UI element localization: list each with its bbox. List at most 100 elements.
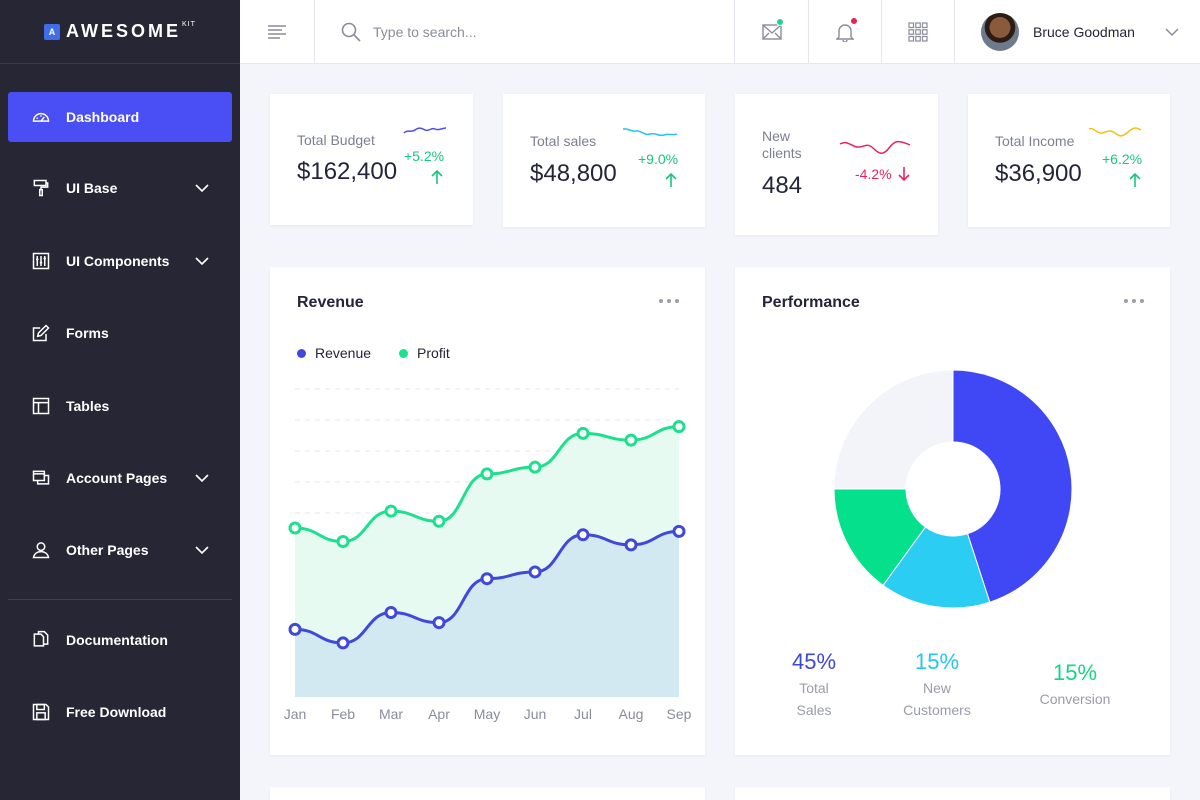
legend-item-profit[interactable]: Profit: [399, 345, 450, 361]
edit-form-icon: [30, 322, 52, 344]
stat-label: Total Budget: [297, 132, 375, 148]
sidebar-item-dashboard[interactable]: Dashboard: [8, 92, 232, 142]
search-bar: [314, 0, 734, 64]
user-menu[interactable]: Bruce Goodman: [954, 0, 1200, 64]
stat-change: -4.2%: [855, 166, 892, 182]
stat-label: Total sales: [530, 133, 597, 149]
data-point-profit[interactable]: [480, 467, 494, 481]
stat-card-total-budget: Total Budget $162,400 +5.2%: [270, 94, 473, 225]
sidebar-item-free-download[interactable]: Free Download: [8, 687, 232, 737]
perf-stat-value: 45%: [791, 649, 837, 674]
sidebar-item-label: Other Pages: [66, 542, 149, 558]
data-point-revenue[interactable]: [336, 636, 350, 650]
data-point-revenue[interactable]: [624, 538, 638, 552]
data-point-profit[interactable]: [336, 535, 350, 549]
x-tick-label: Jul: [574, 706, 592, 722]
top-header: Bruce Goodman: [240, 0, 1200, 64]
bell-notification-dot: [850, 17, 858, 25]
data-point-profit[interactable]: [288, 521, 302, 535]
paint-roller-icon: [30, 177, 52, 199]
arrow-up-icon: [665, 172, 677, 187]
stat-change: +9.0%: [638, 151, 679, 167]
notifications-button[interactable]: [808, 0, 881, 64]
legend-item-revenue[interactable]: Revenue: [297, 345, 371, 361]
data-point-profit[interactable]: [624, 433, 638, 447]
donut-slice-new-customers[interactable]: [882, 526, 991, 609]
card-title: Revenue: [297, 294, 364, 311]
arrow-down-icon: [898, 167, 910, 182]
stat-change: +5.2%: [404, 148, 445, 164]
stat-value: $162,400: [297, 158, 398, 185]
sidebar: A AWESOME KIT Dashboard UI Base UI Compo…: [0, 0, 240, 800]
brand-badge: A: [44, 23, 60, 40]
donut-slice-other[interactable]: [833, 369, 954, 490]
donut-slice-total-sales[interactable]: [952, 369, 1073, 603]
sidebar-item-tables[interactable]: Tables: [8, 381, 232, 431]
data-point-profit[interactable]: [672, 420, 686, 434]
legend-dot: [399, 348, 409, 358]
messages-button[interactable]: [734, 0, 808, 64]
brand-sup: KIT: [182, 21, 196, 28]
search-input[interactable]: [373, 24, 673, 40]
brand-logo[interactable]: A AWESOME KIT: [0, 0, 240, 64]
apps-button[interactable]: [881, 0, 954, 64]
avatar: [981, 13, 1019, 51]
data-point-revenue[interactable]: [576, 528, 590, 542]
donut-slice-conversion[interactable]: [833, 488, 927, 586]
sidebar-item-other-pages[interactable]: Other Pages: [8, 525, 232, 575]
sparkline-sales: [622, 128, 678, 137]
x-tick-label: Sep: [667, 706, 692, 722]
stat-card-total-sales: Total sales $48,800 +9.0%: [503, 94, 705, 227]
perf-stat-new-customers: 15% New Customers: [877, 649, 997, 721]
sparkline-income: [1088, 127, 1142, 137]
data-point-revenue[interactable]: [432, 616, 446, 630]
search-icon[interactable]: [341, 22, 361, 42]
more-options-icon[interactable]: [1124, 297, 1144, 305]
x-tick-label: Jan: [284, 706, 307, 722]
perf-stat-label: Conversion: [1015, 688, 1135, 710]
stat-label-line1: New: [762, 128, 791, 144]
chart-legend: Revenue Profit: [297, 345, 478, 361]
sidebar-item-ui-base[interactable]: UI Base: [8, 163, 232, 213]
sidebar-item-forms[interactable]: Forms: [8, 308, 232, 358]
stat-value: $48,800: [530, 160, 617, 187]
mail-icon: [761, 24, 782, 40]
x-tick-label: May: [474, 706, 500, 722]
chevron-down-icon: [195, 257, 209, 266]
performance-donut-chart: [833, 369, 1073, 609]
more-options-icon[interactable]: [659, 297, 679, 305]
sidebar-item-documentation[interactable]: Documentation: [8, 615, 232, 665]
stat-value: 484: [762, 172, 803, 199]
arrow-up-icon: [431, 169, 443, 184]
data-point-revenue[interactable]: [528, 565, 542, 579]
documents-icon: [30, 629, 52, 651]
data-point-profit[interactable]: [432, 514, 446, 528]
performance-card: Performance 45% Total Sales 15% New Cust…: [735, 267, 1170, 755]
stat-label-line2: clients: [762, 145, 802, 161]
perf-stat-conversion: 15% Conversion: [1015, 660, 1135, 710]
x-tick-label: Jun: [524, 706, 547, 722]
sidebar-item-label: UI Components: [66, 253, 170, 269]
mail-notification-dot: [776, 18, 784, 26]
perf-stat-value: 15%: [914, 649, 960, 674]
data-point-profit[interactable]: [576, 426, 590, 440]
sidebar-item-ui-components[interactable]: UI Components: [8, 236, 232, 286]
sidebar-item-account-pages[interactable]: Account Pages: [8, 453, 232, 503]
user-name: Bruce Goodman: [1033, 24, 1135, 40]
sidebar-item-label: Tables: [66, 398, 110, 414]
perf-stat-value: 15%: [1052, 660, 1098, 685]
data-point-revenue[interactable]: [480, 572, 494, 586]
perf-stat-label: New Customers: [877, 677, 997, 721]
sidebar-item-label: Free Download: [66, 704, 167, 720]
data-point-revenue[interactable]: [288, 622, 302, 636]
data-point-revenue[interactable]: [672, 524, 686, 538]
chevron-down-icon: [195, 184, 209, 193]
data-point-profit[interactable]: [528, 460, 542, 474]
sidebar-item-label: UI Base: [66, 180, 118, 196]
legend-dot: [297, 348, 306, 358]
data-point-profit[interactable]: [384, 504, 398, 518]
data-point-revenue[interactable]: [384, 606, 398, 619]
chevron-down-icon: [1165, 28, 1179, 37]
legend-label: Revenue: [315, 345, 372, 361]
menu-toggle-button[interactable]: [240, 0, 314, 64]
